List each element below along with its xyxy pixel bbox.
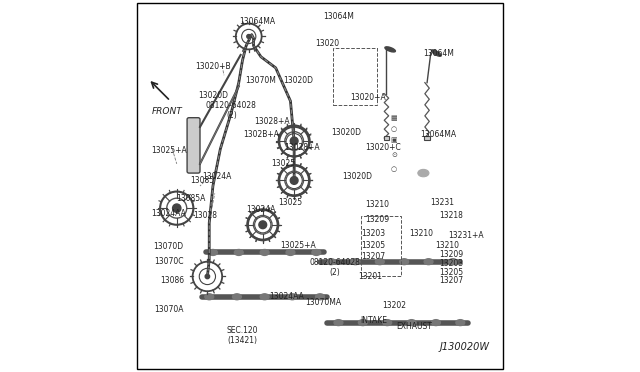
Text: 13024AA: 13024AA [269,292,304,301]
Circle shape [173,204,181,212]
Text: 1302B+A: 1302B+A [243,130,279,139]
Text: EXHAUST: EXHAUST [396,322,432,331]
Circle shape [291,177,298,185]
Bar [333,48,377,105]
Text: 13020D: 13020D [283,76,313,85]
Text: 08120-64028
(2): 08120-64028 (2) [206,100,257,120]
Text: 13070A: 13070A [154,305,184,314]
Text: 13020: 13020 [316,39,339,48]
Text: J130020W: J130020W [440,342,490,352]
Ellipse shape [400,259,408,264]
Text: ▦: ▦ [390,115,397,121]
Text: 13070M: 13070M [246,76,276,85]
Text: INTAKE: INTAKE [360,316,387,325]
Text: ⊙: ⊙ [391,152,397,158]
Text: 13064M: 13064M [323,12,354,22]
Text: 13210: 13210 [435,241,460,250]
Ellipse shape [456,320,465,326]
FancyBboxPatch shape [187,118,200,173]
Ellipse shape [286,250,295,256]
Ellipse shape [424,259,433,264]
Text: 13202: 13202 [382,301,406,311]
Ellipse shape [260,294,269,300]
Circle shape [291,137,298,145]
Text: 13020+A: 13020+A [350,93,386,102]
Circle shape [292,178,296,183]
Text: 13024A: 13024A [202,172,231,181]
Text: 13028+A: 13028+A [284,143,319,152]
Circle shape [205,274,210,279]
Circle shape [259,221,267,229]
Bar [424,136,430,140]
Text: 13210: 13210 [365,200,389,209]
Ellipse shape [383,320,392,326]
Text: 08120-64028
(2): 08120-64028 (2) [309,257,360,277]
Text: 13028+A: 13028+A [254,117,290,126]
Text: 13203: 13203 [362,230,385,238]
Text: SEC.120
(13421): SEC.120 (13421) [227,326,258,345]
Text: 13070C: 13070C [154,257,184,266]
Text: 13218: 13218 [439,211,463,220]
Circle shape [260,222,265,227]
Text: 13201: 13201 [358,272,382,281]
Ellipse shape [351,259,360,264]
Text: 13070D: 13070D [154,243,184,251]
Text: ○: ○ [391,166,397,172]
Text: FRONT: FRONT [152,107,182,116]
Ellipse shape [312,250,321,256]
Text: 13203: 13203 [439,259,463,268]
Text: 13020D: 13020D [198,91,228,100]
Ellipse shape [260,250,269,256]
Ellipse shape [449,259,458,264]
Text: 13020D: 13020D [342,172,372,181]
Text: 13024A: 13024A [246,205,276,215]
Text: 13231: 13231 [430,198,454,207]
Bar [383,136,389,140]
Ellipse shape [431,50,441,56]
Text: 13207: 13207 [362,251,385,261]
Text: 13025+A: 13025+A [151,147,186,155]
Text: 13025: 13025 [271,159,295,169]
Text: 13209: 13209 [365,215,389,224]
Text: 13064MA: 13064MA [239,17,275,26]
Text: 13205: 13205 [439,268,463,277]
Ellipse shape [407,320,416,326]
Text: 13231+A: 13231+A [448,231,484,240]
Text: 13064MA: 13064MA [420,130,456,139]
Ellipse shape [205,294,214,300]
Text: 13070MA: 13070MA [306,298,342,307]
Ellipse shape [418,169,429,177]
Text: 13025+A: 13025+A [280,241,316,250]
Text: ▣: ▣ [390,137,397,143]
Text: 13210: 13210 [410,230,433,238]
Bar [360,215,401,276]
Text: 13085A: 13085A [176,195,205,203]
Text: 13028: 13028 [193,211,218,220]
Ellipse shape [358,320,367,326]
Text: 13024AA: 13024AA [151,209,186,218]
Text: 13064M: 13064M [422,49,454,58]
Text: 13025: 13025 [278,198,303,207]
Circle shape [247,35,251,38]
Ellipse shape [385,47,396,52]
Text: 13020+B: 13020+B [195,61,231,71]
Circle shape [292,140,296,144]
Text: 13209: 13209 [439,250,463,259]
Ellipse shape [326,259,335,264]
Ellipse shape [234,250,243,256]
Ellipse shape [334,320,343,326]
Text: 13020+C: 13020+C [365,143,401,152]
Ellipse shape [376,259,384,264]
Text: 13086: 13086 [160,276,184,285]
Ellipse shape [288,294,297,300]
Text: 13020D: 13020D [331,128,361,137]
Ellipse shape [209,250,218,256]
Text: 13205: 13205 [362,241,385,250]
Text: 13085: 13085 [190,176,214,185]
Text: 13207: 13207 [439,276,463,285]
Ellipse shape [431,320,440,326]
Ellipse shape [316,294,324,300]
Ellipse shape [232,294,241,300]
Text: ○: ○ [391,126,397,132]
